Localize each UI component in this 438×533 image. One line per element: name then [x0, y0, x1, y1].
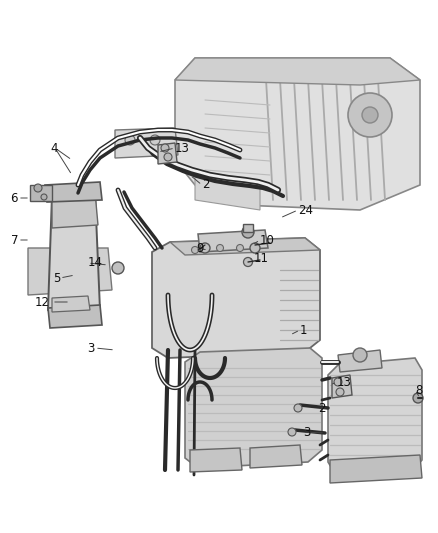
Text: 1: 1: [300, 324, 307, 336]
Circle shape: [288, 428, 296, 436]
Polygon shape: [115, 128, 178, 158]
Circle shape: [242, 226, 254, 238]
Text: 2: 2: [202, 179, 209, 191]
Circle shape: [191, 246, 198, 254]
Text: 9: 9: [196, 241, 204, 254]
Circle shape: [250, 243, 260, 253]
Polygon shape: [158, 143, 177, 164]
Bar: [30, 185, 52, 201]
Polygon shape: [175, 58, 420, 210]
Circle shape: [216, 245, 223, 252]
Circle shape: [237, 245, 244, 252]
Circle shape: [353, 348, 367, 362]
Circle shape: [34, 184, 42, 192]
Circle shape: [336, 388, 344, 396]
Circle shape: [125, 135, 135, 145]
Polygon shape: [330, 455, 422, 483]
Polygon shape: [198, 230, 268, 252]
Polygon shape: [45, 182, 102, 202]
Polygon shape: [52, 296, 90, 312]
Polygon shape: [175, 58, 420, 85]
Polygon shape: [48, 192, 100, 318]
Circle shape: [348, 93, 392, 137]
Polygon shape: [190, 448, 242, 472]
Text: 14: 14: [88, 256, 103, 270]
Polygon shape: [250, 445, 302, 468]
Text: 2: 2: [318, 401, 325, 415]
Text: 3: 3: [303, 425, 311, 439]
Text: 24: 24: [298, 204, 313, 216]
Text: 8: 8: [415, 384, 422, 397]
Circle shape: [112, 262, 124, 274]
Polygon shape: [338, 350, 382, 372]
Circle shape: [41, 194, 47, 200]
Circle shape: [200, 243, 210, 253]
Text: 12: 12: [35, 295, 50, 309]
Circle shape: [150, 135, 160, 145]
Circle shape: [161, 144, 169, 152]
Text: 4: 4: [50, 141, 58, 155]
Polygon shape: [28, 248, 112, 295]
Circle shape: [334, 378, 342, 386]
Polygon shape: [328, 358, 422, 475]
Polygon shape: [170, 238, 320, 255]
Polygon shape: [52, 192, 98, 228]
Text: 13: 13: [337, 376, 352, 389]
Bar: [243, 224, 253, 232]
Circle shape: [413, 393, 423, 403]
Polygon shape: [195, 175, 260, 210]
Text: 13: 13: [175, 141, 190, 155]
Circle shape: [362, 107, 378, 123]
Text: 6: 6: [11, 191, 18, 205]
Circle shape: [164, 153, 172, 161]
Polygon shape: [48, 305, 102, 328]
Text: 5: 5: [53, 271, 60, 285]
Polygon shape: [152, 238, 320, 358]
Polygon shape: [332, 375, 352, 398]
Text: 10: 10: [260, 233, 275, 246]
Text: 3: 3: [88, 342, 95, 354]
Circle shape: [244, 257, 252, 266]
Polygon shape: [185, 348, 322, 468]
Circle shape: [294, 404, 302, 412]
Text: 11: 11: [254, 252, 269, 264]
Text: 7: 7: [11, 233, 18, 246]
